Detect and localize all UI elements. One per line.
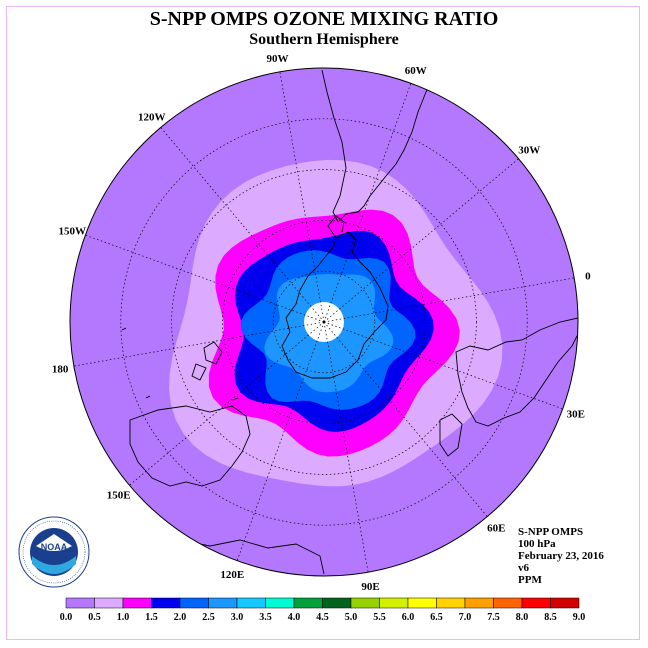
colorbar-label: 1.5 xyxy=(145,612,158,623)
product-info: S-NPP OMPS 100 hPa February 23, 2016 v6 … xyxy=(518,526,604,586)
longitude-label: 0 xyxy=(585,271,591,283)
latitude-circle xyxy=(120,118,528,526)
south-pole-marker xyxy=(322,320,326,324)
colorbar-label: 1.0 xyxy=(117,612,130,623)
coastline-antarctica xyxy=(281,231,389,379)
coastline-south-america xyxy=(321,69,435,223)
coastline-antarctic-peninsula xyxy=(327,215,345,239)
longitude-label: 90W xyxy=(267,53,289,65)
map-border xyxy=(69,67,579,577)
colorbar-cell xyxy=(65,597,95,609)
longitude-label: 120W xyxy=(138,112,166,124)
colorbar-label: 4.5 xyxy=(316,612,329,623)
longitude-label: 60E xyxy=(487,522,505,534)
longitude-label: 120E xyxy=(220,569,244,581)
colorbar-label: 2.5 xyxy=(202,612,215,623)
colorbar-label: 3.0 xyxy=(231,612,244,623)
colorbar-cell xyxy=(521,597,551,609)
colorbar-label: 6.0 xyxy=(402,612,415,623)
noaa-logo-text: NOAA xyxy=(41,542,68,552)
colorbar-cell xyxy=(151,597,181,609)
colorbar-cell xyxy=(550,597,580,609)
colorbar-cell xyxy=(236,597,266,609)
colorbar-label: 5.0 xyxy=(345,612,358,623)
figure-frame xyxy=(6,6,640,640)
longitude-label: 150E xyxy=(107,489,131,501)
colorbar-label: 6.5 xyxy=(430,612,443,623)
colorbar-cell xyxy=(322,597,352,609)
colorbar-label: 3.5 xyxy=(259,612,272,623)
map-title: S-NPP OMPS OZONE MIXING RATIO xyxy=(149,8,499,30)
colorbar-label: 7.5 xyxy=(487,612,500,623)
latitude-circle xyxy=(272,270,376,374)
colorbar-label: 4.0 xyxy=(288,612,301,623)
colorbar-cell xyxy=(94,597,124,609)
longitude-label: 90E xyxy=(361,581,379,593)
colorbar-label: 8.0 xyxy=(516,612,529,623)
coastline-new-zealand xyxy=(191,341,223,381)
colorbar-cell xyxy=(493,597,523,609)
noaa-logo: NOAA xyxy=(18,516,90,588)
colorbar-cell xyxy=(436,597,466,609)
info-instrument: S-NPP OMPS xyxy=(518,526,584,538)
longitude-label: 150W xyxy=(58,225,86,237)
info-units: PPM xyxy=(518,574,542,586)
longitude-label: 30E xyxy=(567,409,585,421)
colorbar-label: 7.0 xyxy=(459,612,472,623)
colorbar-cell xyxy=(122,597,152,609)
colorbar-label: 0.5 xyxy=(88,612,101,623)
colorbar-cell xyxy=(407,597,437,609)
graticule xyxy=(73,71,575,573)
longitude-label: 180 xyxy=(52,364,69,376)
info-version: v6 xyxy=(518,562,529,574)
colorbar-label: 8.5 xyxy=(544,612,557,623)
coastline-africa xyxy=(455,317,578,427)
colorbar-cell xyxy=(379,597,409,609)
latitude-circle xyxy=(171,169,477,475)
colorbar-label: 5.5 xyxy=(373,612,386,623)
colorbar-label: 2.0 xyxy=(174,612,187,623)
coastline-australia xyxy=(129,405,251,487)
colorbar-cell xyxy=(208,597,238,609)
colorbar-cell xyxy=(179,597,209,609)
info-date: February 23, 2016 xyxy=(518,550,604,562)
latitude-circle xyxy=(222,220,426,424)
colorbar-label: 9.0 xyxy=(573,612,586,623)
info-level: 100 hPa xyxy=(518,538,556,550)
coastline-madagascar xyxy=(439,413,463,457)
longitude-labels: 90W 60W 30W 0 30E 60E 90E 120E 150E 180 150W 120W xyxy=(52,53,591,593)
longitude-label: 30W xyxy=(518,145,540,157)
colorbar-cell xyxy=(350,597,380,609)
longitude-label: 60W xyxy=(405,65,427,77)
map-body xyxy=(70,68,578,576)
colorbar-cell xyxy=(464,597,494,609)
colorbar-cell xyxy=(265,597,295,609)
colorbar-cell xyxy=(293,597,323,609)
map-subtitle: Southern Hemisphere xyxy=(249,31,399,48)
colorbar-label: 0.0 xyxy=(60,612,73,623)
coastline-islands xyxy=(121,327,239,401)
